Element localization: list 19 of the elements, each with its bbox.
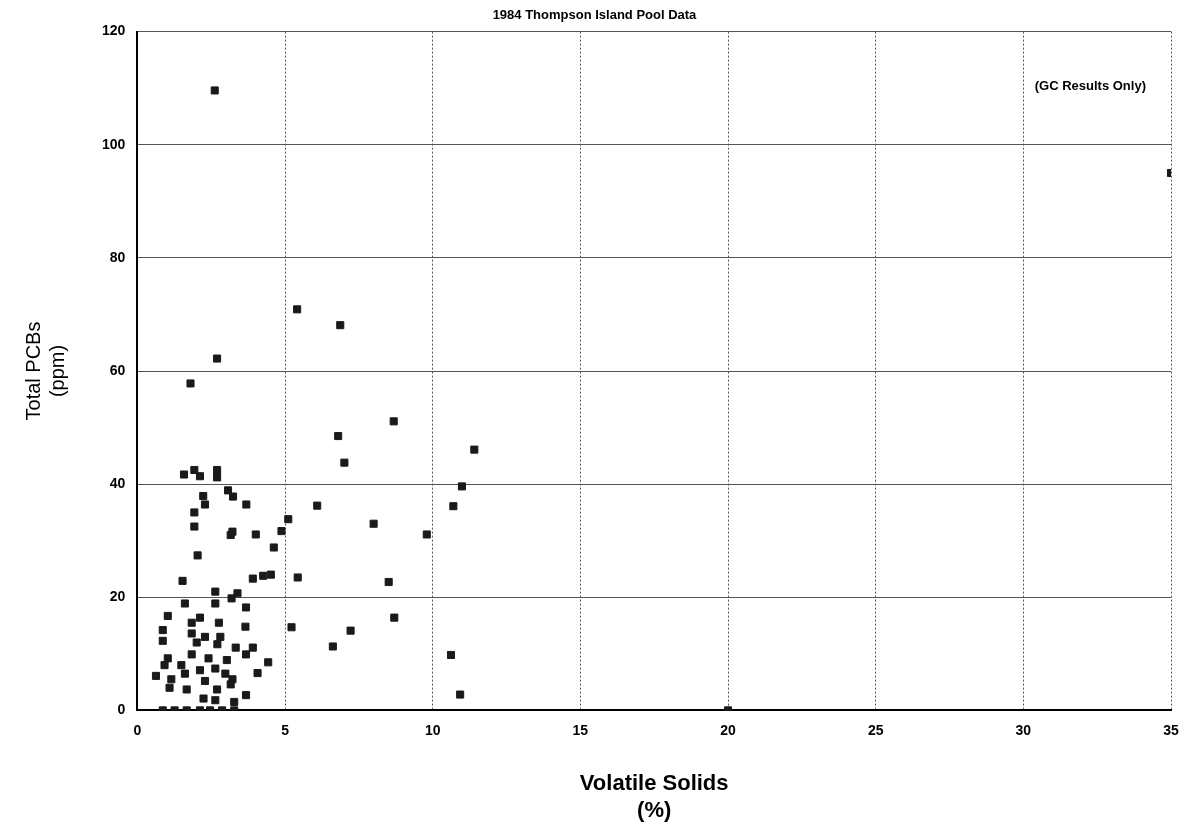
y-tick-label: 120 bbox=[102, 22, 126, 39]
x-tick-label: 0 bbox=[133, 721, 142, 738]
annotation: (GC Results Only) bbox=[1034, 78, 1146, 94]
x-tick-label: 25 bbox=[867, 721, 884, 738]
y-tick-label: 0 bbox=[117, 701, 126, 718]
y-tick-label: 100 bbox=[102, 135, 126, 152]
y-axis-title: Total PCBs (ppm) bbox=[21, 321, 68, 421]
x-axis-title: Volatile Solids (%) bbox=[579, 770, 729, 822]
x-tick-label: 30 bbox=[1015, 721, 1032, 738]
y-tick-label: 20 bbox=[109, 588, 126, 605]
y-tick-label: 60 bbox=[109, 361, 126, 378]
x-tick-label: 20 bbox=[720, 721, 737, 738]
x-tick-label: 15 bbox=[572, 721, 589, 738]
x-tick-label: 10 bbox=[424, 721, 441, 738]
x-tick-label: 5 bbox=[281, 721, 290, 738]
chart-title: 1984 Thompson Island Pool Data bbox=[492, 7, 698, 23]
y-tick-label: 40 bbox=[109, 474, 126, 491]
x-tick-label: 35 bbox=[1163, 721, 1179, 738]
y-tick-label: 80 bbox=[109, 248, 126, 265]
